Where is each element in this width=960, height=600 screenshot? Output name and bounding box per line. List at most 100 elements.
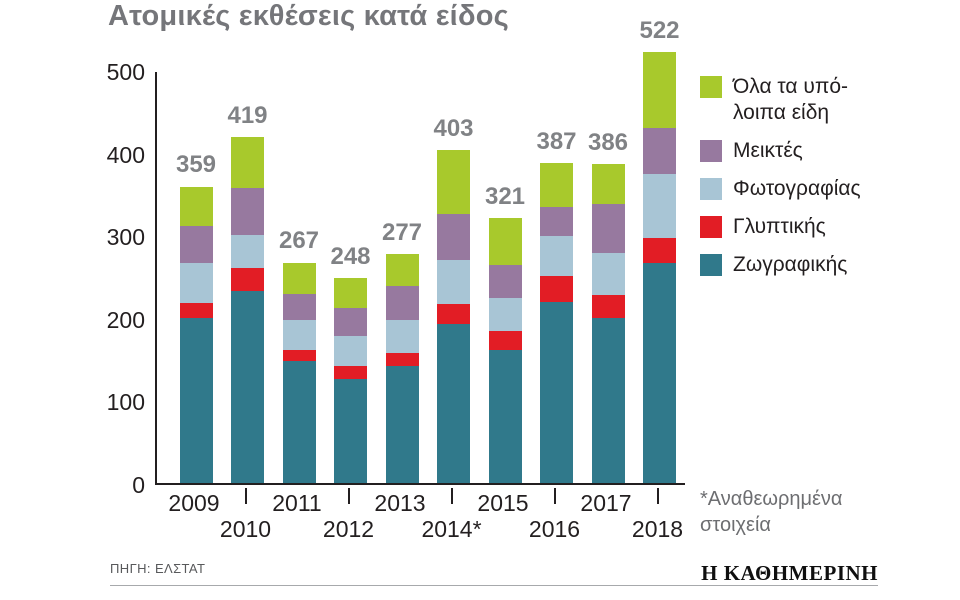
bar-total-label: 277 [381, 219, 423, 247]
legend-swatch-icon [700, 140, 722, 162]
x-axis-label: 2015 [477, 490, 529, 516]
bar-total-label: 359 [175, 151, 217, 179]
x-axis-label: 2010 [219, 516, 272, 542]
bar-segment [540, 163, 573, 208]
bar-segment [488, 350, 522, 483]
bar-total-label: 522 [639, 16, 680, 44]
bar-segment [282, 293, 316, 321]
x-axis-label: 2012 [322, 516, 375, 542]
bar-segment [334, 307, 367, 336]
bar-segment [179, 186, 213, 227]
publisher-logo: Η ΚΑΘΗΜΕΡΙΝΗ [701, 561, 878, 585]
x-axis-label: 2014* [421, 516, 482, 542]
bar-segment [488, 264, 522, 298]
bar-2016 [540, 163, 573, 483]
bar-segment [334, 278, 367, 308]
bar-segment [334, 365, 367, 379]
x-axis: 2009 2010 2011 2012 2013 2014* 2015 2016 2017 201… [155, 487, 700, 545]
plot-area: 359 419 267 248 277 403 321 387 386 522 [155, 17, 685, 485]
legend-label: Μεικτές [733, 139, 803, 162]
footer-rule [110, 585, 878, 586]
bar-2014 [437, 150, 470, 483]
bar-segment [385, 365, 419, 483]
bar-total-label: 386 [587, 129, 629, 157]
bar-2013 [385, 254, 419, 483]
bar-segment [540, 302, 573, 483]
bar-2012 [334, 278, 367, 483]
bar-segment [437, 324, 470, 483]
bar-segment [179, 302, 213, 318]
legend-label: Γλυπτικής [733, 215, 826, 238]
bar-total-label: 387 [536, 128, 577, 156]
bar-segment [643, 263, 676, 483]
bar-total-label: 321 [484, 182, 526, 210]
legend-item: Γλυπτικής [700, 214, 945, 240]
x-axis-tick [450, 488, 453, 504]
bar-segment [488, 298, 522, 332]
legend-item: Φωτογραφίας [700, 176, 945, 202]
legend-item: Ζωγραφικής [700, 252, 945, 278]
bar-segment [437, 303, 470, 325]
y-axis-label: 500 [106, 59, 145, 85]
legend-swatch-icon [700, 216, 722, 238]
bar-segment [179, 226, 213, 264]
bar-segment [643, 51, 676, 128]
bar-segment [385, 353, 419, 366]
y-axis-label: 300 [106, 224, 145, 251]
y-axis-label: 200 [106, 306, 145, 333]
bar-segment [643, 237, 676, 264]
bar-2018 [643, 51, 676, 483]
bar-total-label: 403 [433, 115, 474, 143]
legend-swatch-icon [700, 76, 722, 98]
x-axis-tick [244, 488, 247, 504]
x-axis-label: 2013 [374, 490, 426, 516]
bar-segment [231, 136, 264, 189]
footnote: *Αναθεωρημένα στοιχεία [700, 488, 843, 536]
legend-swatch-icon [700, 178, 722, 200]
legend-label: Όλα τα υπό- λοιπα είδη [733, 75, 849, 124]
bar-segment [179, 263, 213, 303]
legend-swatch-icon [700, 254, 722, 276]
bar-segment [591, 253, 625, 295]
legend-label: Ζωγραφικής [733, 253, 848, 276]
legend-item: Όλα τα υπό- λοιπα είδη [700, 74, 945, 126]
bar-2011 [282, 262, 316, 483]
bar-total-label: 419 [227, 101, 268, 129]
x-axis-label: 2011 [272, 490, 322, 516]
bar-2017 [591, 164, 625, 483]
bar-segment [231, 235, 264, 269]
bar-total-label: 267 [278, 227, 320, 255]
bar-segment [385, 286, 419, 321]
bar-segment [334, 378, 367, 483]
x-axis-tick [553, 488, 556, 504]
x-axis-tick [656, 488, 659, 504]
y-axis-label: 100 [106, 389, 145, 416]
legend-item: Μεικτές [700, 138, 945, 164]
bar-2010 [231, 136, 264, 483]
bar-segment [334, 336, 367, 366]
bar-segment [540, 236, 573, 276]
bar-segment [540, 275, 573, 303]
bar-segment [643, 174, 676, 238]
bar-segment [179, 317, 213, 483]
legend-label: Φωτογραφίας [733, 177, 861, 200]
bar-segment [282, 262, 316, 294]
bar-segment [437, 260, 470, 304]
x-axis-tick [347, 488, 350, 504]
y-axis: 0 100 200 300 400 500 [95, 59, 145, 498]
x-axis-label: 2016 [528, 516, 581, 542]
bar-segment [385, 254, 419, 287]
bar-segment [437, 150, 470, 214]
bar-segment [385, 320, 419, 354]
bar-segment [488, 331, 522, 351]
bar-segment [282, 320, 316, 351]
chart-title: Ατομικές εκθέσεις κατά είδος [108, 0, 509, 32]
bar-segment [437, 213, 470, 261]
source-label: ΠΗΓΗ: ΕΛΣΤΑΤ [110, 561, 206, 576]
bar-segment [488, 217, 522, 265]
bar-segment [540, 207, 573, 237]
x-axis-label: 2018 [631, 516, 684, 542]
x-axis-label: 2017 [580, 490, 632, 516]
bar-segment [591, 294, 625, 318]
